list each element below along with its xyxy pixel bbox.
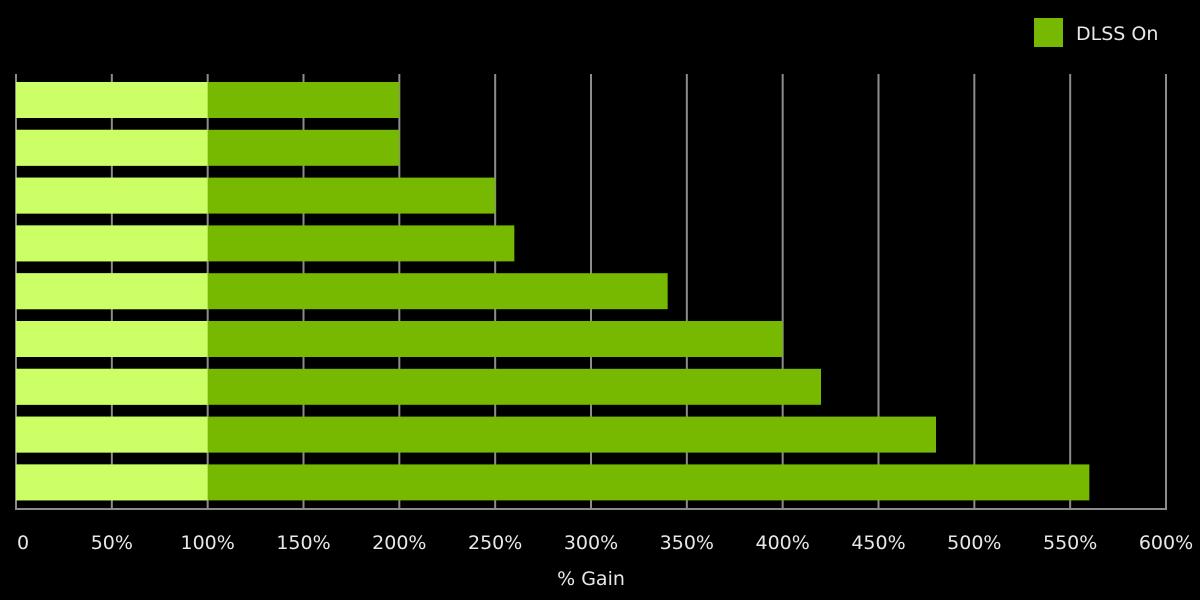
x-tick-label: 300% (564, 532, 618, 554)
bar-baseline (16, 321, 208, 357)
bar-baseline (16, 82, 208, 118)
x-tick-label: 250% (468, 532, 522, 554)
x-tick-label: 200% (372, 532, 426, 554)
x-tick-label: 600% (1139, 532, 1193, 554)
legend-swatch-dlss-on (1034, 18, 1063, 47)
x-tick-label: 500% (947, 532, 1001, 554)
bar-baseline (16, 368, 208, 405)
legend-label-dlss-on: DLSS On (1076, 23, 1158, 45)
bars (16, 82, 1090, 501)
x-tick-labels: 0 50% 100% 150% 200% 250% 300% 350% 400% 450% 500%… (17, 532, 1193, 554)
x-tick-label: 350% (660, 532, 714, 554)
bar-baseline (16, 225, 208, 262)
bar-baseline (16, 416, 208, 453)
x-tick-label: 400% (756, 532, 810, 554)
x-axis-label: % Gain (557, 568, 625, 590)
x-tick-label: 50% (91, 532, 133, 554)
bar-baseline (16, 464, 208, 501)
x-tick-label: 0 (17, 532, 29, 554)
legend: DLSS On (1034, 18, 1158, 47)
x-tick-label: 450% (851, 532, 905, 554)
x-tick-label: 550% (1043, 532, 1097, 554)
bar-baseline (16, 129, 208, 166)
x-tick-label: 100% (181, 532, 235, 554)
bar-baseline (16, 273, 208, 310)
bar-baseline (16, 177, 208, 214)
x-tick-label: 150% (276, 532, 330, 554)
